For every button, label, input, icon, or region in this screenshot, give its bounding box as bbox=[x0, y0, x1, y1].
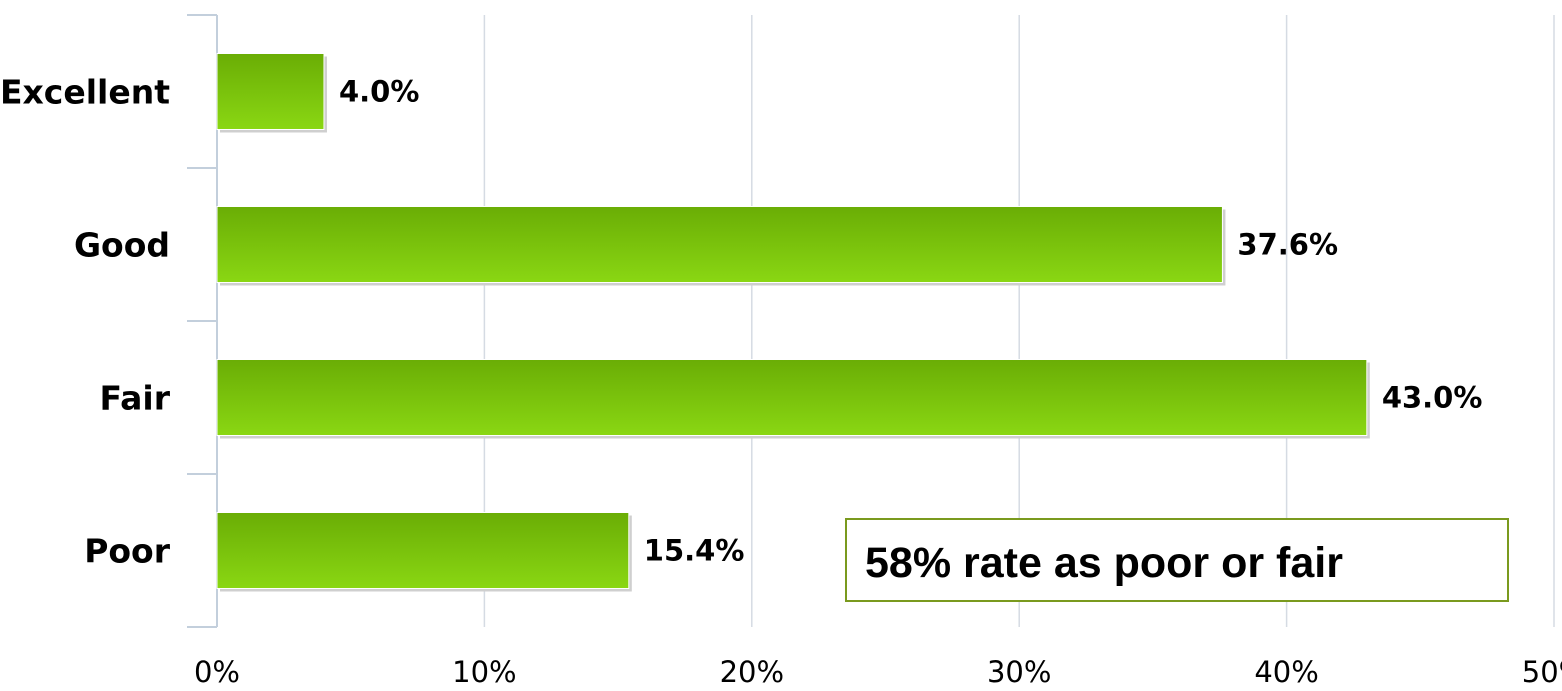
bar bbox=[216, 512, 630, 589]
category-label: Poor bbox=[84, 532, 171, 571]
x-tick-label: 20% bbox=[720, 655, 784, 689]
bar bbox=[216, 53, 325, 130]
x-tick-label: 50% bbox=[1522, 655, 1562, 689]
labels: 0% 10% 20% 30% 40% 50% Excellent 4.0% Good 37.6% F… bbox=[0, 73, 1562, 690]
data-label: 37.6% bbox=[1237, 228, 1338, 262]
x-tick-label: 0% bbox=[194, 655, 240, 689]
bar bbox=[216, 206, 1223, 283]
bar bbox=[216, 359, 1368, 436]
annotation-text: 58% rate as poor or fair bbox=[865, 538, 1343, 587]
category-label: Fair bbox=[100, 379, 171, 418]
category-label: Excellent bbox=[0, 73, 170, 112]
x-tick-label: 30% bbox=[987, 655, 1051, 689]
bars bbox=[216, 53, 1370, 592]
x-tick-label: 40% bbox=[1254, 655, 1318, 689]
y-axis bbox=[187, 14, 218, 628]
x-tick-label: 10% bbox=[452, 655, 516, 689]
data-label: 43.0% bbox=[1382, 381, 1483, 415]
category-label: Good bbox=[74, 226, 170, 265]
data-label: 15.4% bbox=[644, 534, 745, 568]
data-label: 4.0% bbox=[339, 75, 419, 109]
annotation-box: 58% rate as poor or fair bbox=[845, 518, 1509, 602]
